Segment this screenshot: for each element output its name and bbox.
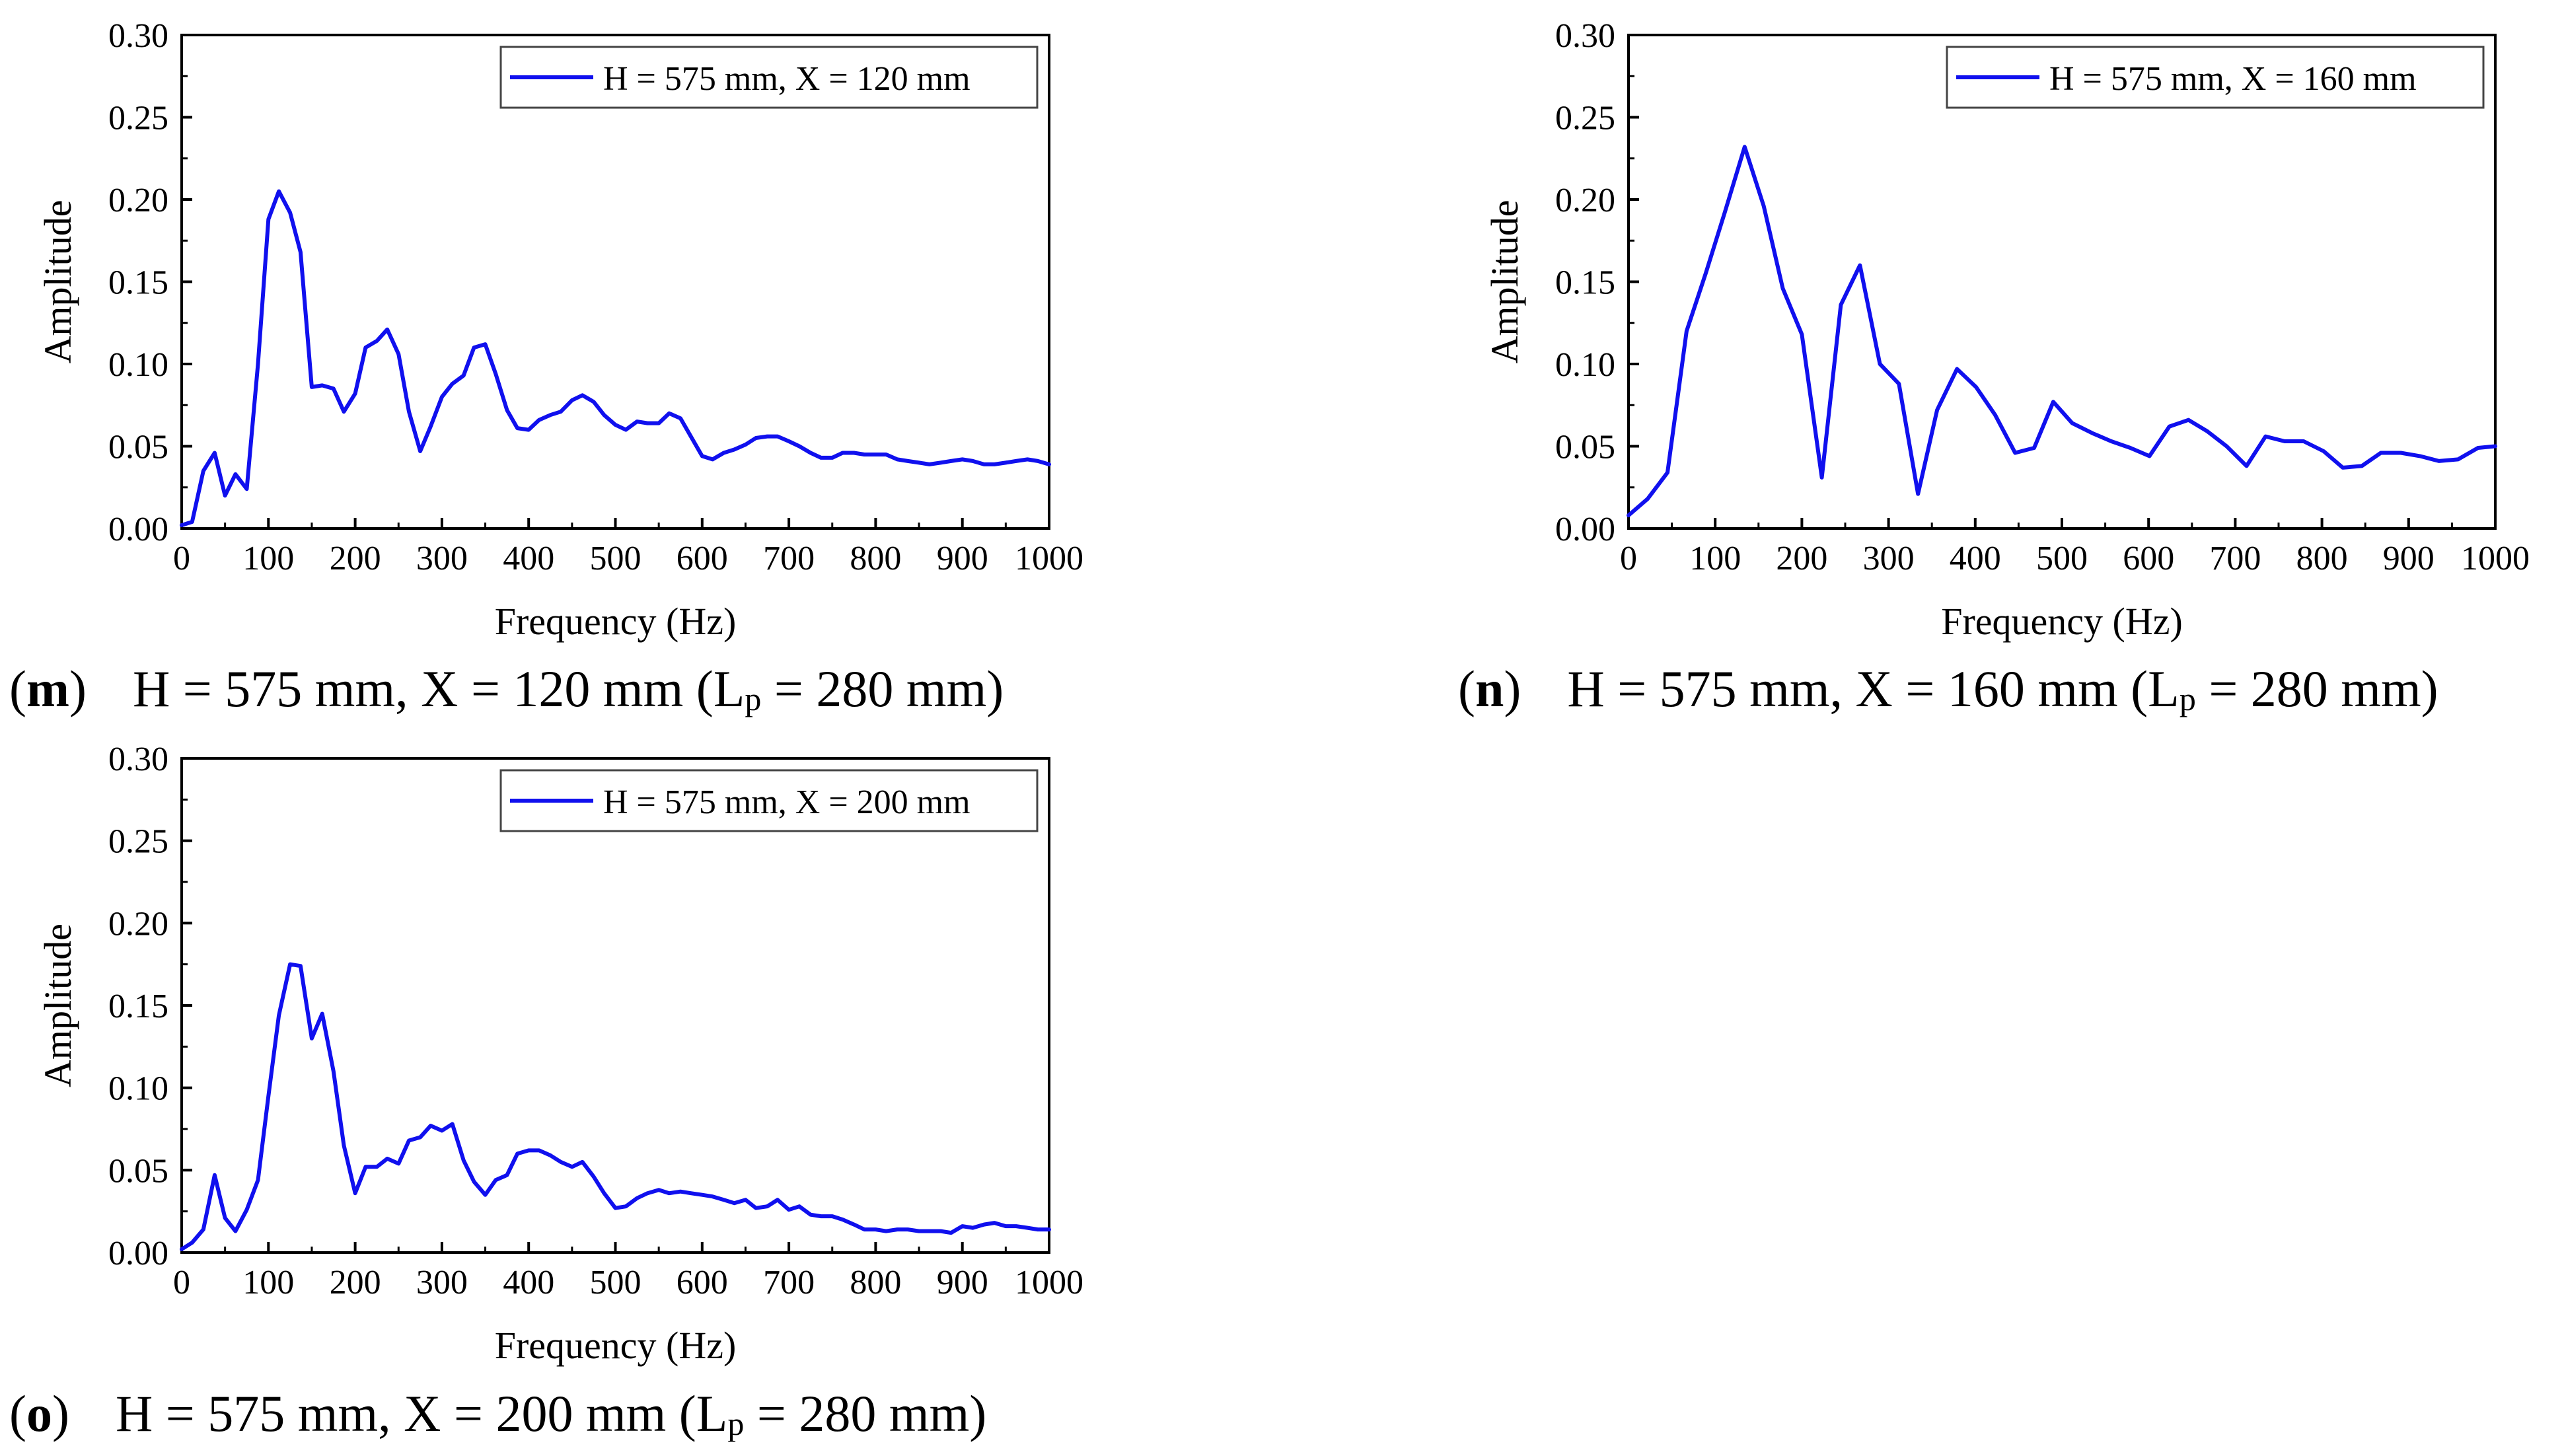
x-tick-label: 800 <box>2296 540 2348 577</box>
legend: H = 575 mm, X = 120 mm <box>499 46 1039 109</box>
x-axis-label: Frequency (Hz) <box>1941 600 2183 643</box>
chart-o: 0 100 200 300 400 500 600 700 800 900 1000 0.00 0.05… <box>36 741 1083 1367</box>
x-tick-label: 800 <box>850 540 901 577</box>
y-tick-label: 0.10 <box>108 346 168 384</box>
series-line <box>1627 145 2497 518</box>
x-tick-label: 300 <box>416 1264 468 1301</box>
caption-n-sub: p <box>2179 680 2196 717</box>
x-tick-label: 400 <box>503 540 554 577</box>
x-tick-label: 100 <box>242 540 294 577</box>
x-axis-label: Frequency (Hz) <box>495 1324 737 1367</box>
y-tick-label: 0.05 <box>108 429 168 466</box>
caption-o: (o) H = 575 mm, X = 200 mm (Lp = 280 mm) <box>9 1385 987 1442</box>
x-tick-label: 700 <box>2209 540 2261 577</box>
caption-n-label: H = 575 mm, X = 160 mm (L <box>1567 660 2179 717</box>
y-tick-label: 0.20 <box>1555 182 1615 219</box>
y-tick-label: 0.10 <box>108 1070 168 1108</box>
caption-m-tail: = 280 mm) <box>761 660 1004 717</box>
x-tick-label: 300 <box>1863 540 1915 577</box>
caption-o-label: H = 575 mm, X = 200 mm (L <box>115 1385 728 1442</box>
y-tick-label: 0.30 <box>108 17 168 55</box>
y-tick-label: 0.15 <box>108 264 168 302</box>
plot-frame <box>1627 34 2497 530</box>
y-axis-label: Amplitude <box>36 924 79 1087</box>
x-tick-label: 300 <box>416 540 468 577</box>
y-axis-label: Amplitude <box>36 200 79 363</box>
x-axis-label: Frequency (Hz) <box>495 600 737 643</box>
y-tick-label: 0.10 <box>1555 346 1615 384</box>
chart-m: 0 100 200 300 400 500 600 700 800 900 1000 0.00 0.05… <box>36 17 1083 643</box>
y-tick-label: 0.25 <box>108 823 168 861</box>
y-tick-label: 0.30 <box>1555 17 1615 55</box>
caption-o-tail: = 280 mm) <box>744 1385 987 1442</box>
y-tick-label: 0.25 <box>1555 100 1615 137</box>
caption-m: (m) H = 575 mm, X = 120 mm (Lp = 280 mm) <box>9 660 1004 717</box>
x-tick-label: 200 <box>330 540 381 577</box>
plot-frame <box>180 34 1050 530</box>
y-tick-label: 0.15 <box>108 988 168 1025</box>
x-tick-label: 900 <box>2383 540 2435 577</box>
x-tick-label: 900 <box>937 540 988 577</box>
series-line <box>180 189 1051 527</box>
x-tick-label: 200 <box>1776 540 1827 577</box>
y-tick-label: 0.05 <box>108 1152 168 1190</box>
y-tick-label: 0.00 <box>108 511 168 548</box>
x-tick-label: 600 <box>2123 540 2174 577</box>
x-tick-label: 1000 <box>2461 540 2530 577</box>
x-tick-label: 500 <box>2036 540 2088 577</box>
x-tick-label: 900 <box>937 1264 988 1301</box>
x-tick-label: 100 <box>1689 540 1741 577</box>
caption-n-tail: = 280 mm) <box>2195 660 2438 717</box>
x-tick-label: 400 <box>503 1264 554 1301</box>
x-tick-label: 700 <box>763 540 815 577</box>
x-tick-label: 0 <box>173 1264 190 1301</box>
x-tick-label: 400 <box>1950 540 2001 577</box>
caption-m-sub: p <box>745 680 762 717</box>
caption-m-letter: m <box>26 660 69 717</box>
y-axis-label: Amplitude <box>1483 200 1526 363</box>
x-tick-label: 800 <box>850 1264 901 1301</box>
legend: H = 575 mm, X = 160 mm <box>1946 46 2485 109</box>
series-line <box>180 962 1051 1251</box>
x-tick-label: 700 <box>763 1264 815 1301</box>
x-tick-label: 500 <box>590 540 641 577</box>
caption-n: (n) H = 575 mm, X = 160 mm (Lp = 280 mm) <box>1458 660 2438 717</box>
x-tick-label: 500 <box>590 1264 641 1301</box>
chart-n: 0 100 200 300 400 500 600 700 800 900 1000 0.00 0.05… <box>1483 17 2530 643</box>
caption-n-letter: n <box>1475 660 1504 717</box>
x-tick-label: 0 <box>1620 540 1637 577</box>
x-tick-label: 200 <box>330 1264 381 1301</box>
caption-o-letter: o <box>26 1385 52 1442</box>
x-tick-label: 1000 <box>1015 1264 1083 1301</box>
legend-label: H = 575 mm, X = 120 mm <box>603 60 971 98</box>
legend: H = 575 mm, X = 200 mm <box>499 769 1039 832</box>
y-tick-label: 0.00 <box>108 1235 168 1272</box>
x-tick-label: 0 <box>173 540 190 577</box>
y-tick-label: 0.25 <box>108 100 168 137</box>
y-tick-label: 0.20 <box>108 182 168 219</box>
x-tick-label: 600 <box>677 540 728 577</box>
legend-label: H = 575 mm, X = 160 mm <box>2049 60 2417 98</box>
x-tick-label: 100 <box>242 1264 294 1301</box>
y-tick-label: 0.05 <box>1555 429 1615 466</box>
y-tick-label: 0.30 <box>108 741 168 778</box>
x-tick-label: 600 <box>677 1264 728 1301</box>
y-tick-label: 0.00 <box>1555 511 1615 548</box>
legend-label: H = 575 mm, X = 200 mm <box>603 783 971 821</box>
y-tick-label: 0.15 <box>1555 264 1615 302</box>
caption-m-label: H = 575 mm, X = 120 mm (L <box>132 660 745 717</box>
y-tick-label: 0.20 <box>108 905 168 943</box>
caption-o-sub: p <box>727 1405 745 1442</box>
plot-frame <box>180 757 1050 1254</box>
x-tick-label: 1000 <box>1015 540 1083 577</box>
